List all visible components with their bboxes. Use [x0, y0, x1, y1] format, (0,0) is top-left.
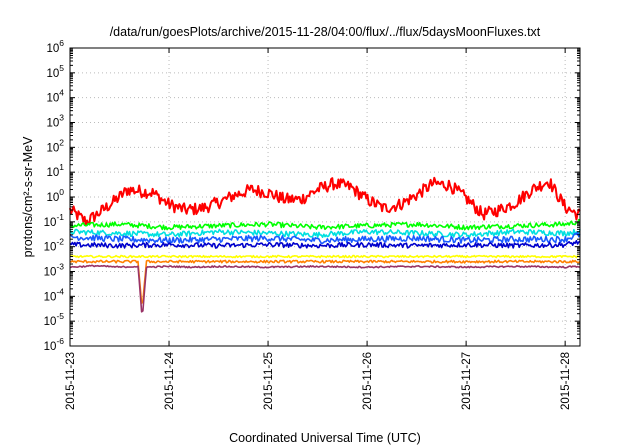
y-axis: 10-6 10-5 10-4 10-3 10-2 10-1 100 101 102 103 104 1… — [44, 38, 580, 353]
y-tick-label: 101 — [46, 162, 64, 179]
y-tick-label: 102 — [46, 137, 64, 154]
x-tick-label: 2015-11-23 — [65, 352, 77, 410]
x-tick-label: 2015-11-28 — [560, 352, 572, 410]
x-tick-label: 2015-11-25 — [263, 352, 275, 410]
y-tick-label: 10-2 — [44, 237, 65, 254]
y-tick-label: 103 — [46, 113, 64, 130]
series-line-6 — [69, 259, 581, 305]
series-line-0 — [69, 176, 581, 227]
y-tick-label: 10-4 — [44, 286, 65, 303]
y-tick-label: 10-5 — [44, 311, 65, 328]
x-tick-label: 2015-11-27 — [461, 352, 473, 410]
chart-title: /data/run/goesPlots/archive/2015-11-28/0… — [110, 25, 541, 39]
series-line-3 — [69, 231, 581, 245]
y-tick-label: 106 — [46, 38, 64, 55]
x-axis: 2015-11-23 2015-11-24 2015-11-25 2015-11-26… — [65, 48, 572, 410]
series-line-4 — [69, 239, 581, 249]
y-tick-label: 10-6 — [44, 336, 65, 353]
y-tick-label: 10-3 — [44, 262, 65, 279]
y-axis-label: protons/cm²-s-sr-MeV — [21, 136, 35, 258]
x-tick-label: 2015-11-24 — [164, 351, 176, 410]
series-line-1 — [69, 218, 581, 231]
grid-lines — [70, 48, 580, 346]
series-line-7 — [69, 264, 580, 313]
x-axis-label: Coordinated Universal Time (UTC) — [229, 431, 421, 445]
y-tick-label: 105 — [46, 63, 64, 80]
y-tick-label: 104 — [46, 88, 64, 105]
series-group — [69, 176, 581, 313]
y-tick-label: 100 — [46, 187, 64, 204]
series-line-2 — [69, 228, 581, 239]
y-tick-label: 10-1 — [44, 212, 65, 229]
x-tick-label: 2015-11-26 — [362, 352, 374, 410]
series-line-5 — [69, 254, 581, 259]
